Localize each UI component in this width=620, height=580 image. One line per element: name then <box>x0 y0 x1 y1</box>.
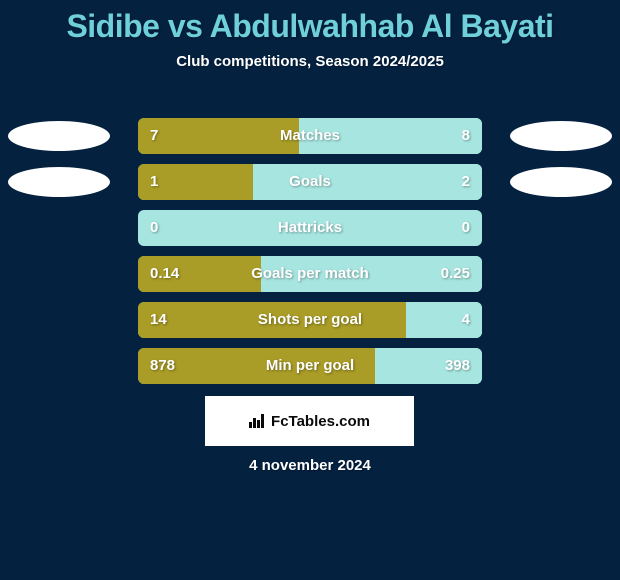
player-badge-left <box>8 121 110 151</box>
stat-value-left: 1 <box>150 164 158 200</box>
bar-left <box>138 118 299 154</box>
player-badge-right <box>510 167 612 197</box>
bar-track <box>138 348 482 384</box>
stat-row: Min per goal878398 <box>0 348 620 384</box>
stat-row: Shots per goal144 <box>0 302 620 338</box>
brand-logo: FcTables.com <box>249 413 370 430</box>
bar-right <box>253 164 482 200</box>
bar-track <box>138 210 482 246</box>
stat-value-right: 4 <box>462 302 470 338</box>
stat-value-left: 14 <box>150 302 167 338</box>
stat-value-left: 0 <box>150 210 158 246</box>
stat-value-right: 0.25 <box>441 256 470 292</box>
chart-area: Matches78Goals12Hattricks00Goals per mat… <box>0 118 620 394</box>
brand-text: FcTables.com <box>271 413 370 430</box>
bar-left <box>138 302 406 338</box>
brand-footer-box: FcTables.com <box>205 396 414 446</box>
bar-track <box>138 164 482 200</box>
bar-track <box>138 256 482 292</box>
stat-value-left: 878 <box>150 348 175 384</box>
stat-row: Goals per match0.140.25 <box>0 256 620 292</box>
bar-right <box>406 302 482 338</box>
page-title: Sidibe vs Abdulwahhab Al Bayati <box>0 0 620 45</box>
bar-track <box>138 118 482 154</box>
stat-value-left: 7 <box>150 118 158 154</box>
stat-value-left: 0.14 <box>150 256 179 292</box>
player-badge-left <box>8 167 110 197</box>
stat-value-right: 398 <box>445 348 470 384</box>
comparison-infographic: Sidibe vs Abdulwahhab Al Bayati Club com… <box>0 0 620 580</box>
bar-right <box>299 118 482 154</box>
page-subtitle: Club competitions, Season 2024/2025 <box>0 53 620 70</box>
stat-value-right: 0 <box>462 210 470 246</box>
bar-chart-icon <box>249 414 267 428</box>
stat-value-right: 2 <box>462 164 470 200</box>
stat-row: Hattricks00 <box>0 210 620 246</box>
bar-track <box>138 302 482 338</box>
stat-value-right: 8 <box>462 118 470 154</box>
footer-date: 4 november 2024 <box>0 457 620 474</box>
player-badge-right <box>510 121 612 151</box>
